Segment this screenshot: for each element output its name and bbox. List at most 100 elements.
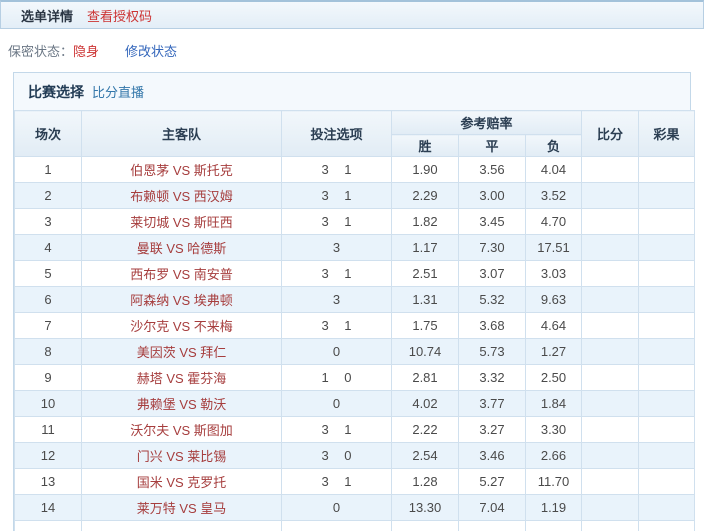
score-cell — [581, 442, 639, 469]
result-cell — [638, 182, 695, 209]
score-cell — [581, 234, 639, 261]
score-cell — [581, 260, 639, 287]
match-number-cell: 7 — [14, 312, 82, 339]
col-header-bet-options: 投注选项 — [281, 110, 392, 157]
odds-lose-cell: 3.30 — [525, 416, 582, 443]
col-header-score: 比分 — [581, 110, 639, 157]
odds-win-cell: 1.90 — [391, 156, 459, 183]
match-teams-cell: 莱万特 VS 皇马 — [81, 494, 282, 521]
match-number-cell: 9 — [14, 364, 82, 391]
odds-win-cell: 1.82 — [391, 208, 459, 235]
col-header-ref-odds: 参考赔率 — [391, 110, 582, 135]
odds-lose-cell: 17.51 — [525, 234, 582, 261]
odds-lose-cell: 4.64 — [525, 312, 582, 339]
result-cell — [638, 234, 695, 261]
odds-win-cell: 2.54 — [391, 442, 459, 469]
match-teams-cell: 布赖顿 VS 西汉姆 — [81, 182, 282, 209]
score-cell — [581, 520, 639, 531]
bet-options-cell: 3 1 — [281, 416, 392, 443]
live-score-link[interactable]: 比分直播 — [92, 85, 145, 100]
bet-options-cell: 3 1 — [281, 182, 392, 209]
odds-lose-cell: 1.84 — [525, 390, 582, 417]
match-number-cell: 3 — [14, 208, 82, 235]
page-title: 选单详情 — [21, 8, 74, 24]
odds-draw-cell: 3.68 — [458, 312, 526, 339]
table-body: 1 伯恩茅 VS 斯托克 3 1 1.90 3.56 4.04 2 布赖顿 VS… — [14, 156, 695, 531]
table-row: 11 沃尔夫 VS 斯图加 3 1 2.22 3.27 3.30 — [14, 416, 695, 443]
score-cell — [581, 182, 639, 209]
odds-draw-cell — [458, 520, 526, 531]
odds-win-cell: 1.28 — [391, 468, 459, 495]
odds-lose-cell: 3.03 — [525, 260, 582, 287]
table-row: 7 沙尔克 VS 不来梅 3 1 1.75 3.68 4.64 — [14, 312, 695, 339]
match-teams-cell: 阿森纳 VS 埃弗顿 — [81, 286, 282, 313]
table-row: 10 弗赖堡 VS 勒沃 0 4.02 3.77 1.84 — [14, 390, 695, 417]
bet-options-cell: 1 0 — [281, 364, 392, 391]
match-number-cell: 8 — [14, 338, 82, 365]
result-cell — [638, 338, 695, 365]
table-row: 12 门兴 VS 莱比锡 3 0 2.54 3.46 2.66 — [14, 442, 695, 469]
bet-options-cell: 3 1 — [281, 156, 392, 183]
odds-draw-cell: 3.45 — [458, 208, 526, 235]
secret-status-row: 保密状态： 隐身 修改状态 — [0, 29, 704, 72]
match-number-cell: 2 — [14, 182, 82, 209]
bet-options-cell: 0 — [281, 390, 392, 417]
modify-status-link[interactable]: 修改状态 — [125, 44, 178, 59]
score-cell — [581, 364, 639, 391]
score-cell — [581, 208, 639, 235]
odds-win-cell — [391, 520, 459, 531]
match-number-cell: 14 — [14, 494, 82, 521]
match-teams-cell: 美因茨 VS 拜仁 — [81, 338, 282, 365]
table-row: 3 莱切城 VS 斯旺西 3 1 1.82 3.45 4.70 — [14, 208, 695, 235]
table-row: 4 曼联 VS 哈德斯 3 1.17 7.30 17.51 — [14, 234, 695, 261]
odds-draw-cell: 3.77 — [458, 390, 526, 417]
table-row — [14, 520, 695, 531]
odds-lose-cell — [525, 520, 582, 531]
match-teams-cell: 门兴 VS 莱比锡 — [81, 442, 282, 469]
bet-options-cell: 3 0 — [281, 442, 392, 469]
col-header-match-no: 场次 — [14, 110, 82, 157]
result-cell — [638, 286, 695, 313]
odds-draw-cell: 3.32 — [458, 364, 526, 391]
match-teams-cell — [81, 520, 282, 531]
table-row: 5 西布罗 VS 南安普 3 1 2.51 3.07 3.03 — [14, 260, 695, 287]
bet-options-cell: 3 — [281, 234, 392, 261]
score-cell — [581, 468, 639, 495]
match-number-cell — [14, 520, 82, 531]
match-number-cell: 1 — [14, 156, 82, 183]
match-teams-cell: 莱切城 VS 斯旺西 — [81, 208, 282, 235]
match-teams-cell: 伯恩茅 VS 斯托克 — [81, 156, 282, 183]
score-cell — [581, 312, 639, 339]
match-teams-cell: 沃尔夫 VS 斯图加 — [81, 416, 282, 443]
secret-status-value: 隐身 — [73, 44, 100, 59]
odds-win-cell: 2.81 — [391, 364, 459, 391]
col-header-lose: 负 — [525, 134, 582, 157]
table-row: 2 布赖顿 VS 西汉姆 3 1 2.29 3.00 3.52 — [14, 182, 695, 209]
bet-options-cell: 0 — [281, 338, 392, 365]
top-title-bar: 选单详情 查看授权码 — [0, 0, 704, 29]
table-row: 9 赫塔 VS 霍芬海 1 0 2.81 3.32 2.50 — [14, 364, 695, 391]
odds-win-cell: 10.74 — [391, 338, 459, 365]
score-cell — [581, 390, 639, 417]
odds-lose-cell: 2.50 — [525, 364, 582, 391]
odds-lose-cell: 1.19 — [525, 494, 582, 521]
view-auth-code-link[interactable]: 查看授权码 — [87, 8, 153, 24]
odds-win-cell: 2.22 — [391, 416, 459, 443]
table-header: 场次 主客队 投注选项 参考赔率 比分 彩果 胜 平 负 — [14, 110, 695, 157]
result-cell — [638, 416, 695, 443]
odds-draw-cell: 5.32 — [458, 286, 526, 313]
result-cell — [638, 312, 695, 339]
odds-draw-cell: 3.27 — [458, 416, 526, 443]
odds-draw-cell: 7.04 — [458, 494, 526, 521]
result-cell — [638, 364, 695, 391]
match-number-cell: 13 — [14, 468, 82, 495]
table-row: 14 莱万特 VS 皇马 0 13.30 7.04 1.19 — [14, 494, 695, 521]
result-cell — [638, 468, 695, 495]
bet-options-cell: 3 1 — [281, 468, 392, 495]
match-number-cell: 11 — [14, 416, 82, 443]
match-teams-cell: 赫塔 VS 霍芬海 — [81, 364, 282, 391]
match-odds-table: 场次 主客队 投注选项 参考赔率 比分 彩果 胜 平 负 1 伯恩茅 VS 斯托… — [14, 110, 695, 531]
odds-draw-cell: 3.56 — [458, 156, 526, 183]
table-row: 1 伯恩茅 VS 斯托克 3 1 1.90 3.56 4.04 — [14, 156, 695, 183]
match-number-cell: 6 — [14, 286, 82, 313]
